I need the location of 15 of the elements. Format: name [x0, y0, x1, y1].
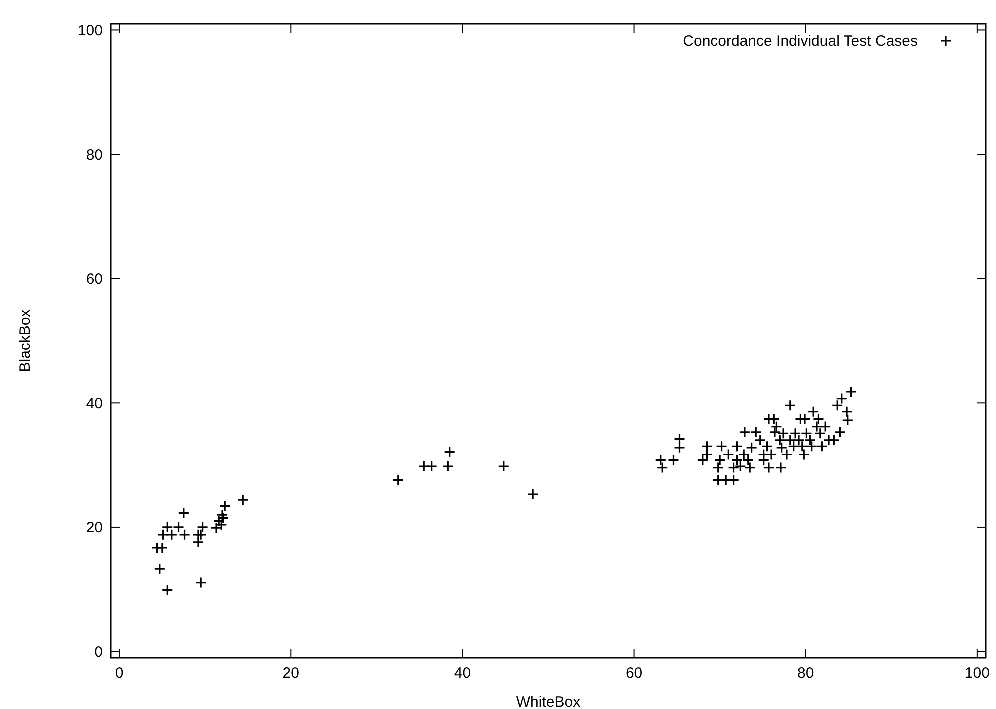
y-tick-label: 0	[94, 644, 103, 662]
y-axis-title: BlackBox	[17, 309, 34, 372]
x-tick-label: 100	[964, 665, 990, 682]
x-tick-label: 0	[115, 665, 124, 682]
x-tick-label: 40	[454, 665, 472, 682]
y-tick-label: 20	[86, 520, 103, 537]
x-tick-label: 80	[798, 665, 814, 682]
y-tick-label: 40	[86, 395, 103, 412]
legend-label: Concordance Individual Test Cases	[683, 33, 918, 50]
y-tick-label: 100	[78, 22, 103, 40]
x-tick-label: 20	[282, 665, 300, 682]
y-tick-label: 60	[86, 271, 103, 288]
x-tick-label: 60	[626, 665, 643, 682]
y-tick-label: 80	[86, 146, 103, 164]
x-axis-title: WhiteBox	[516, 694, 582, 709]
